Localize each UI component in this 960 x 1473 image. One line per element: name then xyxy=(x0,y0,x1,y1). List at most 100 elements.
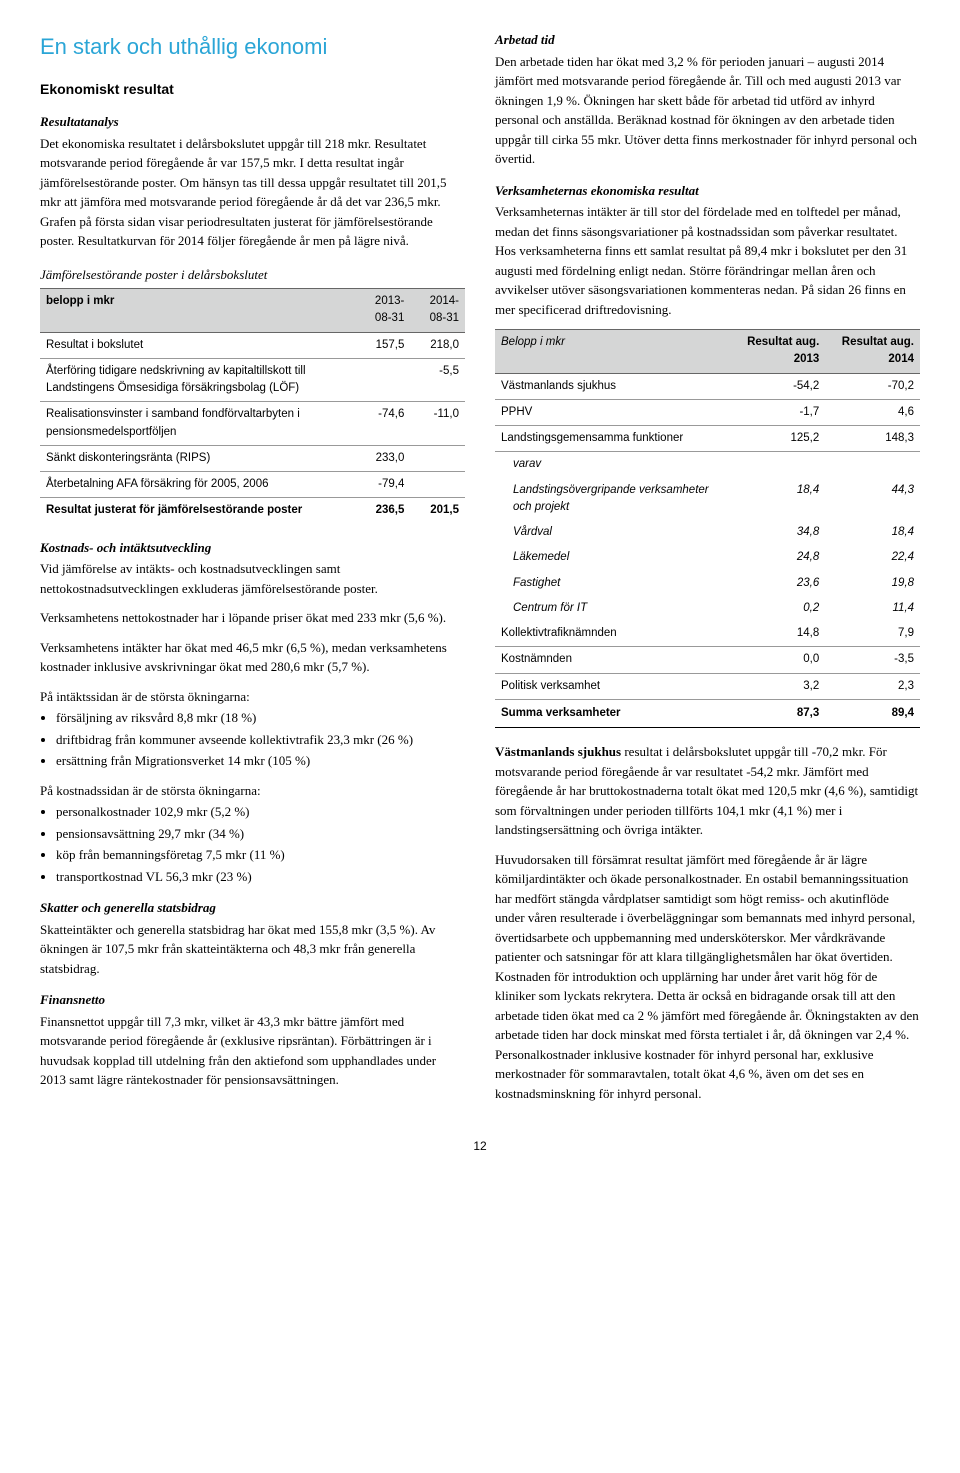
table-row: varav xyxy=(495,452,920,478)
table-col-header: 2014-08-31 xyxy=(410,289,465,333)
table-cell: 3,2 xyxy=(731,673,826,699)
table-cell: 14,8 xyxy=(731,621,826,647)
table-cell: Centrum för IT xyxy=(495,596,731,621)
table-cell: Kollektivtrafiknämnden xyxy=(495,621,731,647)
subheading-kostnads: Kostnads- och intäktsutveckling xyxy=(40,538,465,558)
bullet-list: försäljning av riksvård 8,8 mkr (18 %)dr… xyxy=(56,708,465,771)
table-row: PPHV-1,74,6 xyxy=(495,399,920,425)
table-cell: 0,0 xyxy=(731,647,826,673)
bullet-item: personalkostnader 102,9 mkr (5,2 %) xyxy=(56,802,465,822)
table-cell: Landstingsgemensamma funktioner xyxy=(495,426,731,452)
table-cell: 22,4 xyxy=(825,545,920,570)
section-heading: Ekonomiskt resultat xyxy=(40,79,465,100)
bullet-item: köp från bemanningsföretag 7,5 mkr (11 %… xyxy=(56,845,465,865)
subheading-resultatanalys: Resultatanalys xyxy=(40,112,465,132)
table-sum-row: Summa verksamheter87,389,4 xyxy=(495,699,920,727)
table-cell: -74,6 xyxy=(356,402,411,446)
table-cell: 2,3 xyxy=(825,673,920,699)
subheading-arbetad-tid: Arbetad tid xyxy=(495,30,920,50)
table-cell: Sänkt diskonteringsränta (RIPS) xyxy=(40,445,356,471)
table-cell: -5,5 xyxy=(410,358,465,402)
table-cell: 18,4 xyxy=(731,478,826,521)
table-row: Kollektivtrafiknämnden14,87,9 xyxy=(495,621,920,647)
table-cell: Fastighet xyxy=(495,571,731,596)
table-row: Resultat i bokslutet157,5218,0 xyxy=(40,332,465,358)
paragraph: Finansnettot uppgår till 7,3 mkr, vilket… xyxy=(40,1012,465,1090)
table-row: Landstingsövergripande verksamheter och … xyxy=(495,478,920,521)
bullet-item: driftbidrag från kommuner avseende kolle… xyxy=(56,730,465,750)
paragraph: På kostnadssidan är de största ökningarn… xyxy=(40,781,465,801)
table-cell xyxy=(410,472,465,498)
bullet-item: ersättning från Migrationsverket 14 mkr … xyxy=(56,751,465,771)
right-column: Arbetad tid Den arbetade tiden har ökat … xyxy=(495,30,920,1113)
table-row: Realisationsvinster i samband fondförval… xyxy=(40,402,465,446)
paragraph: Västmanlands sjukhus resultat i delårsbo… xyxy=(495,742,920,840)
table-cell: -79,4 xyxy=(356,472,411,498)
table-cell: 19,8 xyxy=(825,571,920,596)
table-row: Läkemedel24,822,4 xyxy=(495,545,920,570)
table-row: Politisk verksamhet3,22,3 xyxy=(495,673,920,699)
table-cell: 18,4 xyxy=(825,520,920,545)
table-cell: -11,0 xyxy=(410,402,465,446)
table-row: Landstingsgemensamma funktioner125,2148,… xyxy=(495,426,920,452)
subheading-verksamheternas: Verksamheternas ekonomiska resultat xyxy=(495,181,920,201)
table-col-header: Resultat aug. 2014 xyxy=(825,330,920,374)
table-col-header: belopp i mkr xyxy=(40,289,356,333)
table-cell: Summa verksamheter xyxy=(495,699,731,727)
table-cell: Resultat i bokslutet xyxy=(40,332,356,358)
table-cell: 89,4 xyxy=(825,699,920,727)
table-cell xyxy=(410,445,465,471)
table-cell: 0,2 xyxy=(731,596,826,621)
paragraph: Den arbetade tiden har ökat med 3,2 % fö… xyxy=(495,52,920,169)
table-cell: Återbetalning AFA försäkring för 2005, 2… xyxy=(40,472,356,498)
table-cell: 233,0 xyxy=(356,445,411,471)
page-title: En stark och uthållig ekonomi xyxy=(40,30,465,63)
table-row: Västmanlands sjukhus-54,2-70,2 xyxy=(495,373,920,399)
table-cell: -70,2 xyxy=(825,373,920,399)
bullet-item: transportkostnad VL 56,3 mkr (23 %) xyxy=(56,867,465,887)
paragraph: Verksamhetens intäkter har ökat med 46,5… xyxy=(40,638,465,677)
bullet-item: pensionsavsättning 29,7 mkr (34 %) xyxy=(56,824,465,844)
table-cell: 87,3 xyxy=(731,699,826,727)
table-row: Fastighet23,619,8 xyxy=(495,571,920,596)
table-cell: Resultat justerat för jämförelsestörande… xyxy=(40,498,356,524)
paragraph: På intäktssidan är de största ökningarna… xyxy=(40,687,465,707)
table-verksamheter: Belopp i mkr Resultat aug. 2013 Resultat… xyxy=(495,329,920,728)
table-cell: -54,2 xyxy=(731,373,826,399)
table-row: Återbetalning AFA försäkring för 2005, 2… xyxy=(40,472,465,498)
paragraph: Verksamhetens nettokostnader har i löpan… xyxy=(40,608,465,628)
bullet-list: personalkostnader 102,9 mkr (5,2 %)pensi… xyxy=(56,802,465,886)
table-row: Centrum för IT0,211,4 xyxy=(495,596,920,621)
paragraph: Verksamheternas intäkter är till stor de… xyxy=(495,202,920,319)
table-cell: 34,8 xyxy=(731,520,826,545)
table-cell: Realisationsvinster i samband fondförval… xyxy=(40,402,356,446)
table-cell xyxy=(356,358,411,402)
table-cell: Kostnämnden xyxy=(495,647,731,673)
table-cell xyxy=(731,452,826,478)
bullet-item: försäljning av riksvård 8,8 mkr (18 %) xyxy=(56,708,465,728)
table-cell: 201,5 xyxy=(410,498,465,524)
table-cell: Politisk verksamhet xyxy=(495,673,731,699)
table-cell: PPHV xyxy=(495,399,731,425)
table-cell: 44,3 xyxy=(825,478,920,521)
table-sum-row: Resultat justerat för jämförelsestörande… xyxy=(40,498,465,524)
table-col-header: Belopp i mkr xyxy=(495,330,731,374)
table-cell: -3,5 xyxy=(825,647,920,673)
table-cell: Landstingsövergripande verksamheter och … xyxy=(495,478,731,521)
table-cell xyxy=(825,452,920,478)
table-col-header: 2013-08-31 xyxy=(356,289,411,333)
table-cell: -1,7 xyxy=(731,399,826,425)
table-cell: varav xyxy=(495,452,731,478)
left-column: En stark och uthållig ekonomi Ekonomiskt… xyxy=(40,30,465,1113)
table-row: Sänkt diskonteringsränta (RIPS)233,0 xyxy=(40,445,465,471)
table-cell: 7,9 xyxy=(825,621,920,647)
paragraph: Vid jämförelse av intäkts- och kostnadsu… xyxy=(40,559,465,598)
table-cell: Västmanlands sjukhus xyxy=(495,373,731,399)
table-row: Återföring tidigare nedskrivning av kapi… xyxy=(40,358,465,402)
table-col-header: Resultat aug. 2013 xyxy=(731,330,826,374)
table-cell: 4,6 xyxy=(825,399,920,425)
paragraph: Det ekonomiska resultatet i delårsbokslu… xyxy=(40,134,465,251)
table-row: Kostnämnden0,0-3,5 xyxy=(495,647,920,673)
table-cell: 11,4 xyxy=(825,596,920,621)
table-cell: 148,3 xyxy=(825,426,920,452)
